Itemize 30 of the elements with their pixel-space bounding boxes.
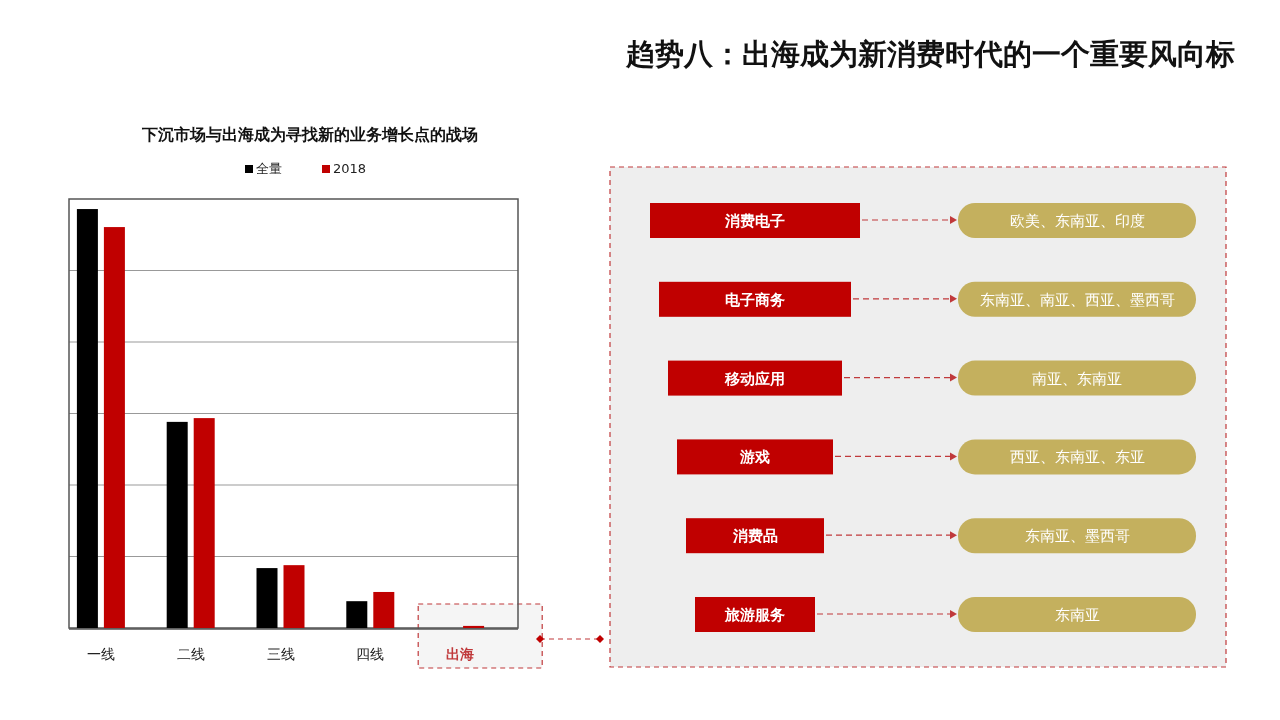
bar: [346, 601, 368, 628]
bar: [463, 625, 485, 628]
text: 旅游服务: [724, 606, 785, 624]
chart-title: 下沉市场与出海成为寻找新的业务增长点的战场: [141, 125, 478, 144]
bar: [373, 591, 395, 628]
x-tick-label: 出海: [446, 646, 475, 662]
x-tick-label: 三线: [266, 646, 295, 662]
text: 游戏: [739, 448, 770, 467]
x-tick-label: 四线: [356, 646, 385, 662]
bar: [103, 227, 125, 628]
bar: [76, 209, 98, 628]
x-tick-label: 二线: [176, 646, 205, 662]
bar: [283, 565, 305, 628]
x-tick-label: 一线: [86, 646, 115, 662]
text: 移动应用: [724, 369, 785, 388]
legend-label: 全量: [256, 161, 282, 176]
text: 东南亚: [1054, 606, 1100, 624]
bar: [193, 418, 215, 628]
legend-label: 2018: [333, 161, 367, 176]
text: 西亚、东南亚、东亚: [1009, 448, 1145, 467]
bar: [166, 421, 188, 628]
text: 消费品: [731, 527, 778, 546]
text: 南亚、东南亚: [1032, 369, 1122, 388]
text: 东南亚、南亚、西亚、墨西哥: [979, 290, 1175, 309]
bar: [256, 568, 278, 628]
text: 东南亚、墨西哥: [1024, 527, 1130, 546]
text: 消费电子: [724, 212, 785, 230]
text: 欧美、东南亚、印度: [1009, 212, 1145, 230]
text: 电子商务: [725, 290, 785, 309]
text: 趋势八：出海成为新消费时代的一个重要风向标: [625, 37, 1235, 71]
